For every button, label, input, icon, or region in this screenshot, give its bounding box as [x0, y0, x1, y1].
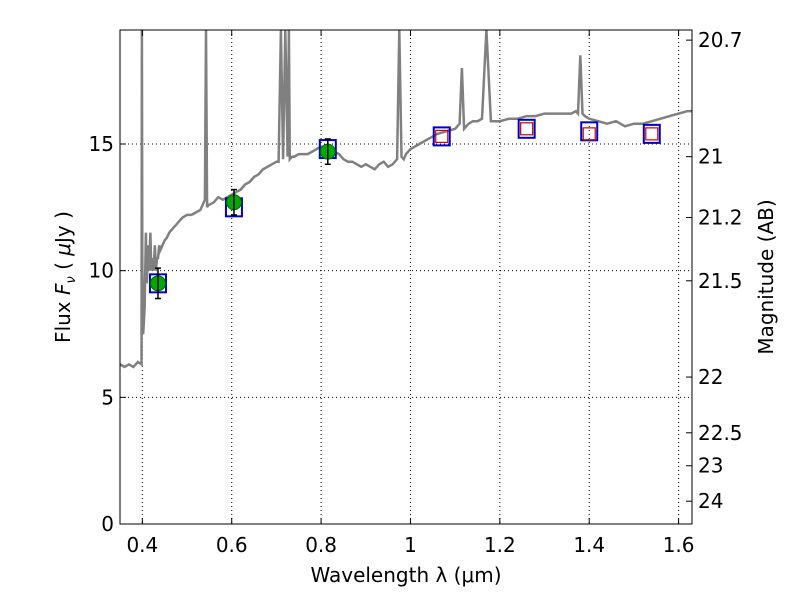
upper-limit-point — [582, 127, 596, 141]
right-tick-label: 24 — [698, 489, 723, 513]
x-tick-label: 1.6 — [663, 533, 695, 557]
y-tick-label: 0 — [101, 512, 114, 536]
x-tick-label: 1.2 — [484, 533, 516, 557]
x-axis-label: Wavelength λ (μm) — [310, 563, 501, 587]
x-tick-label: 1 — [404, 533, 417, 557]
right-tick-label: 21.5 — [698, 269, 743, 293]
model-phot-box-nir — [432, 126, 451, 147]
model-phot-box-nir — [642, 123, 661, 144]
x-tick-label: 1.4 — [573, 533, 605, 557]
y-axis-label: Flux Fν ( μJy ) — [51, 211, 79, 343]
spectrum-line — [120, 30, 692, 369]
plot-frame — [119, 29, 693, 525]
upper-limit-point — [520, 122, 534, 136]
y-tick-label: 15 — [89, 132, 114, 156]
y-tick-label: 5 — [101, 385, 114, 409]
right-tick-label: 22 — [698, 365, 723, 389]
plot-area — [120, 30, 692, 369]
right-tick-label: 20.7 — [698, 28, 743, 52]
x-tick-label: 0.6 — [216, 533, 248, 557]
right-tick-label: 22.5 — [698, 421, 743, 445]
grid — [120, 30, 692, 524]
right-tick-label: 21 — [698, 145, 723, 169]
upper-limit-point — [435, 129, 449, 143]
upper-limit-point — [645, 127, 659, 141]
x-tick-label: 0.8 — [305, 533, 337, 557]
y-tick-label: 10 — [89, 259, 114, 283]
x-tick-label: 0.4 — [126, 533, 158, 557]
right-tick-label: 23 — [698, 454, 723, 478]
right-axis-label: Magnitude (AB) — [754, 199, 778, 354]
right-tick-label: 21.2 — [698, 205, 743, 229]
axes-ticks: 0.4 0.6 0.8 1 1.2 1.4 1.6 0 5 10 15 20.7 21 21.2 21.5 2… — [89, 28, 743, 557]
model-phot-box-nir — [517, 118, 536, 139]
